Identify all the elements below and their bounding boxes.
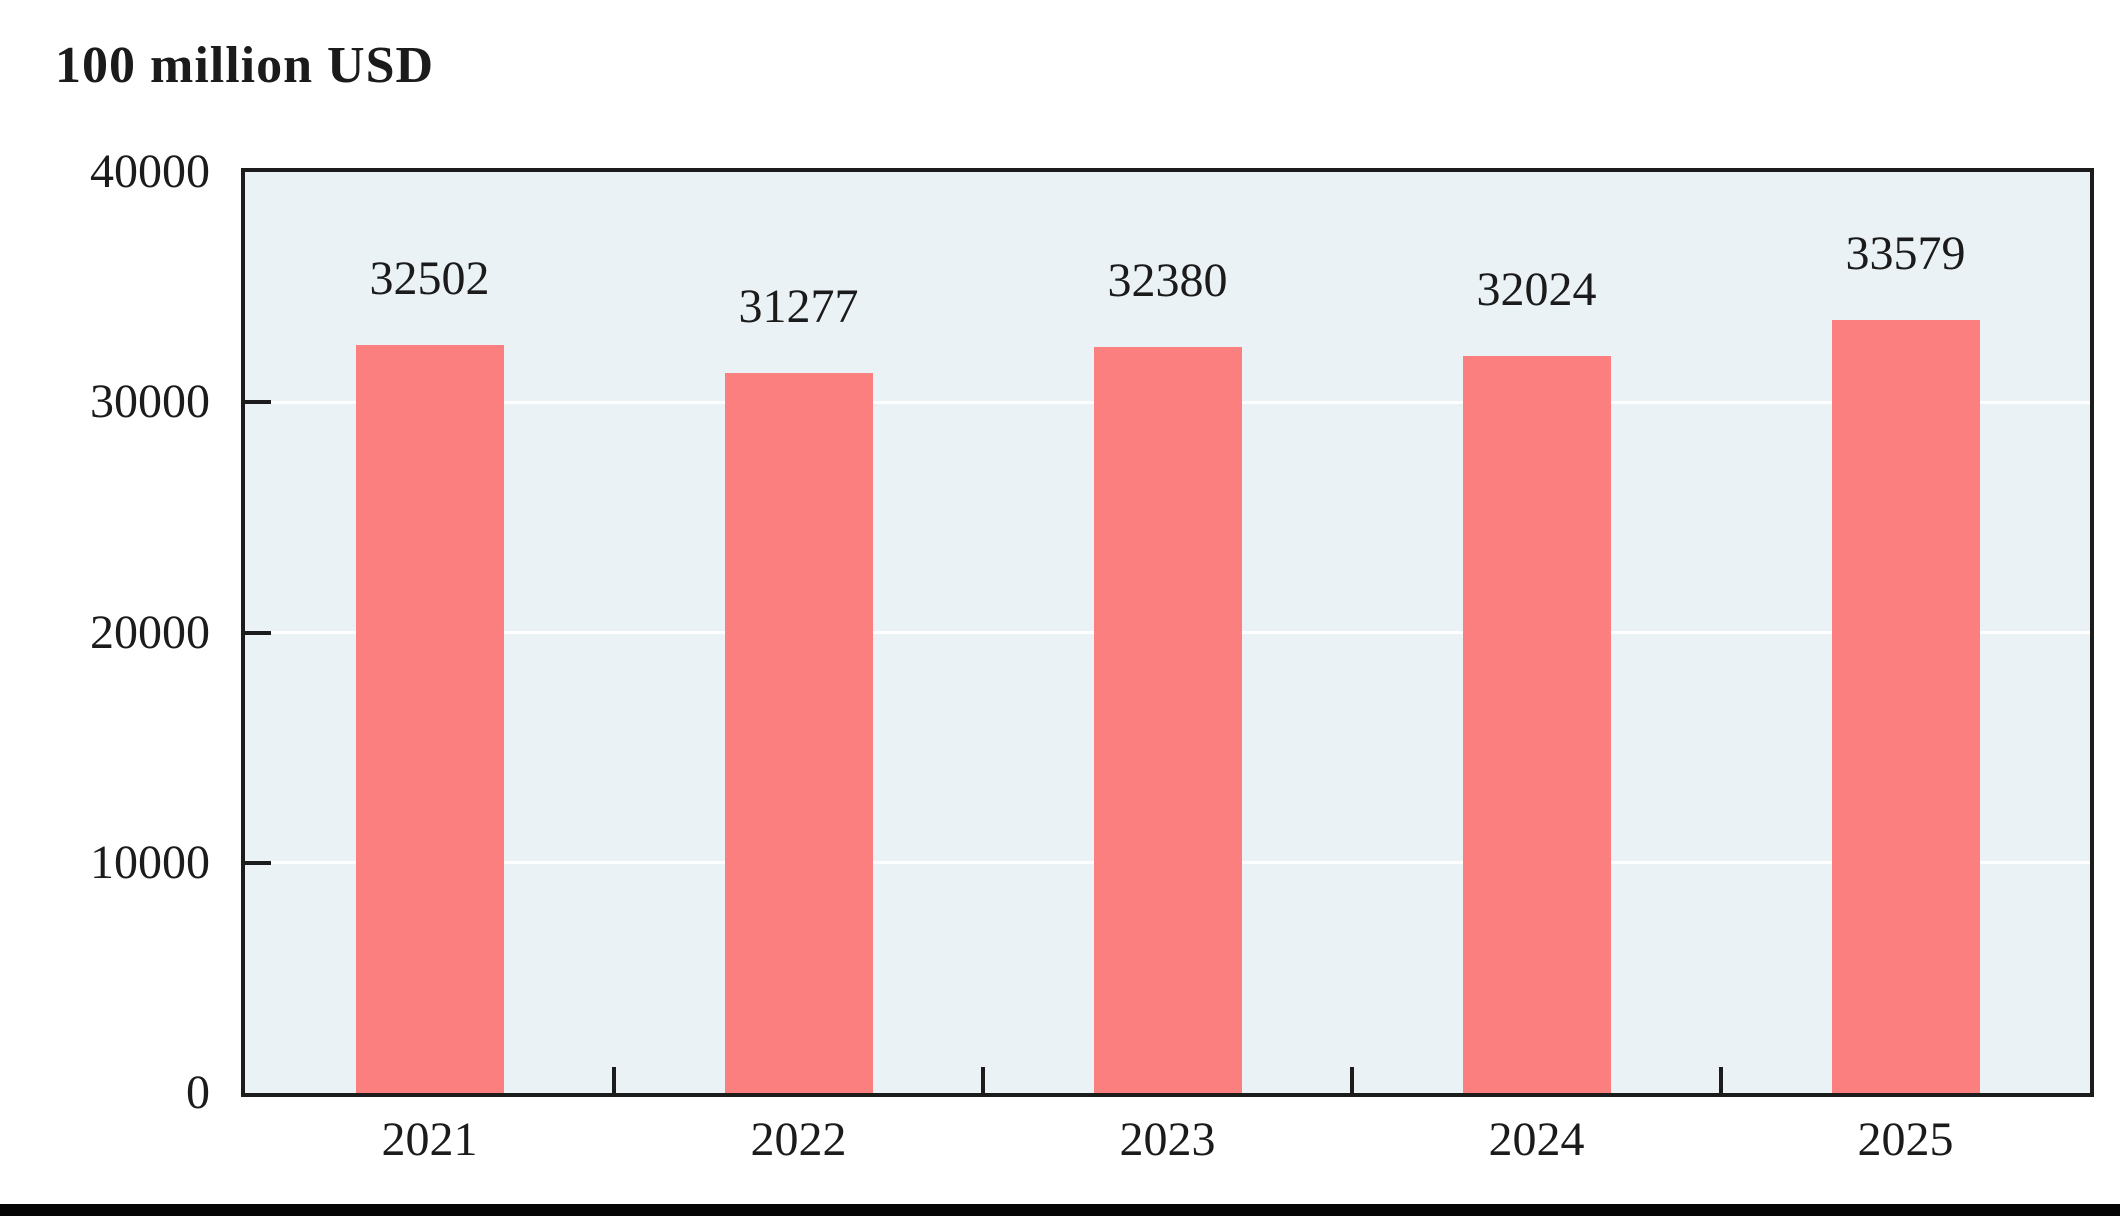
y-axis-tick-label: 0 (186, 1066, 210, 1119)
x-axis-tick (1350, 1067, 1354, 1093)
x-axis-tick (981, 1067, 985, 1093)
y-axis-tick (245, 630, 271, 635)
x-axis-category-label: 2021 (381, 1113, 478, 1166)
bar-value-label: 32024 (1476, 262, 1597, 316)
bar-value-label: 32502 (369, 251, 490, 305)
bar-value-label: 33579 (1845, 226, 1966, 280)
x-axis-tick (612, 1067, 616, 1093)
y-axis-tick-label: 30000 (90, 375, 210, 429)
x-axis-category-label: 2024 (1488, 1113, 1585, 1166)
x-axis-category-label: 2023 (1119, 1113, 1216, 1166)
bar-value-label: 31277 (738, 279, 859, 333)
chart-title: 100 million USD (55, 37, 435, 94)
bar (355, 344, 504, 1093)
y-axis-tick-label: 10000 (90, 835, 210, 889)
bar (1831, 319, 1980, 1093)
y-axis-tick-label: 40000 (90, 145, 210, 198)
bottom-black-strip (0, 1204, 2120, 1216)
x-axis-category-label: 2022 (750, 1113, 847, 1166)
y-axis-tick-label: 20000 (90, 605, 210, 659)
x-axis-tick (1719, 1067, 1723, 1093)
y-axis-tick (245, 860, 271, 865)
bar (1093, 347, 1242, 1093)
y-axis-tick (245, 400, 271, 405)
x-axis-category-label: 2025 (1857, 1113, 1954, 1166)
bar (1462, 355, 1611, 1093)
bar-value-label: 32380 (1107, 254, 1228, 308)
bar (724, 372, 873, 1093)
plot-area: 32502 31277 32380 32024 33579 (245, 172, 2090, 1093)
